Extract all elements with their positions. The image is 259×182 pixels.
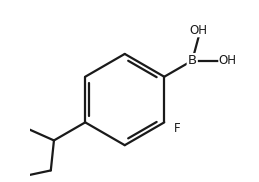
Text: B: B: [188, 54, 197, 67]
Text: F: F: [174, 122, 181, 134]
Text: OH: OH: [219, 54, 237, 67]
Text: OH: OH: [190, 24, 208, 37]
